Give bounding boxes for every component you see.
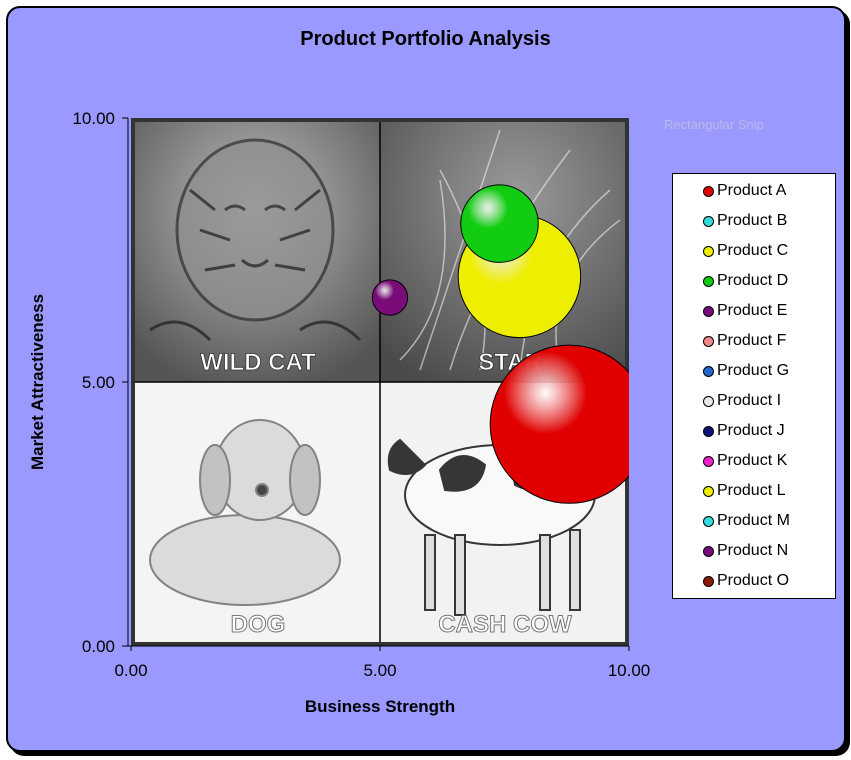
legend-item: Product E: [703, 296, 787, 326]
legend-item: Product M: [703, 506, 790, 536]
legend-label: Product E: [717, 302, 788, 319]
legend-label: Product D: [717, 272, 789, 289]
y-tick-label: 0.00: [82, 637, 115, 656]
legend-marker-icon: [703, 335, 714, 347]
tiger-image: [149, 138, 362, 342]
legend-marker-icon: [703, 185, 714, 197]
legend-item: Product K: [703, 446, 787, 476]
legend-item: Product A: [703, 176, 786, 206]
legend-marker-icon: [703, 275, 714, 287]
legend-marker-icon: [703, 485, 714, 497]
y-axis-label: Market Attractiveness: [28, 293, 47, 471]
bubble-product-e: [371, 279, 409, 316]
legend-item: Product N: [703, 536, 788, 566]
legend-marker-icon: [703, 515, 714, 527]
legend-item: Product B: [703, 206, 787, 236]
legend-marker-icon: [703, 245, 714, 257]
chart-title: Product Portfolio Analysis: [300, 28, 551, 50]
legend-item: Product D: [703, 266, 788, 296]
legend-marker-icon: [703, 395, 714, 407]
legend-label: Product J: [717, 422, 785, 439]
x-axis-label: Business Strength: [304, 697, 456, 716]
x-tick-label: 10.00: [608, 661, 651, 680]
legend-item: Product O: [703, 566, 789, 596]
legend-marker-icon: [703, 545, 714, 557]
legend-label: Product M: [717, 512, 790, 529]
legend-item: Product J: [703, 416, 785, 446]
x-tick-label: 0.00: [114, 661, 147, 680]
legend-item: Product G: [703, 356, 789, 386]
legend-marker-icon: [703, 215, 714, 227]
legend-marker-icon: [703, 305, 714, 317]
bubble-product-d: [460, 184, 539, 263]
legend-item: Product C: [703, 236, 788, 266]
quadrant-label-dog: DOG: [231, 611, 286, 638]
x-tick-label: 5.00: [363, 661, 396, 680]
legend-label: Product I: [717, 392, 782, 409]
y-tick-label: 5.00: [82, 373, 115, 392]
legend-label: Product C: [717, 242, 789, 259]
legend-label: Product K: [717, 452, 788, 469]
quadrant-label-cash-cow: CASH COW: [438, 611, 572, 638]
legend-label: Product B: [717, 212, 788, 229]
legend-marker-icon: [703, 575, 714, 587]
legend: Product A Product B Product C Product D Prod…: [672, 173, 836, 599]
legend-label: Product L: [717, 482, 786, 499]
legend-label: Product F: [717, 332, 787, 349]
snip-overlay-text: Rectangular Snip: [664, 117, 764, 132]
legend-marker-icon: [703, 425, 714, 437]
legend-marker-icon: [703, 455, 714, 467]
legend-item: Product I: [703, 386, 781, 416]
legend-label: Product N: [717, 542, 789, 559]
legend-item: Product F: [703, 326, 786, 356]
legend-label: Product A: [717, 182, 787, 199]
quadrant-label-wild-cat: WILD CAT: [200, 349, 316, 376]
bubble-product-a: [489, 344, 629, 504]
legend-label: Product O: [717, 572, 790, 589]
dog-image: [149, 419, 341, 606]
legend-marker-icon: [703, 365, 714, 377]
y-tick-label: 10.00: [72, 109, 115, 128]
legend-label: Product G: [717, 362, 790, 379]
legend-item: Product L: [703, 476, 785, 506]
